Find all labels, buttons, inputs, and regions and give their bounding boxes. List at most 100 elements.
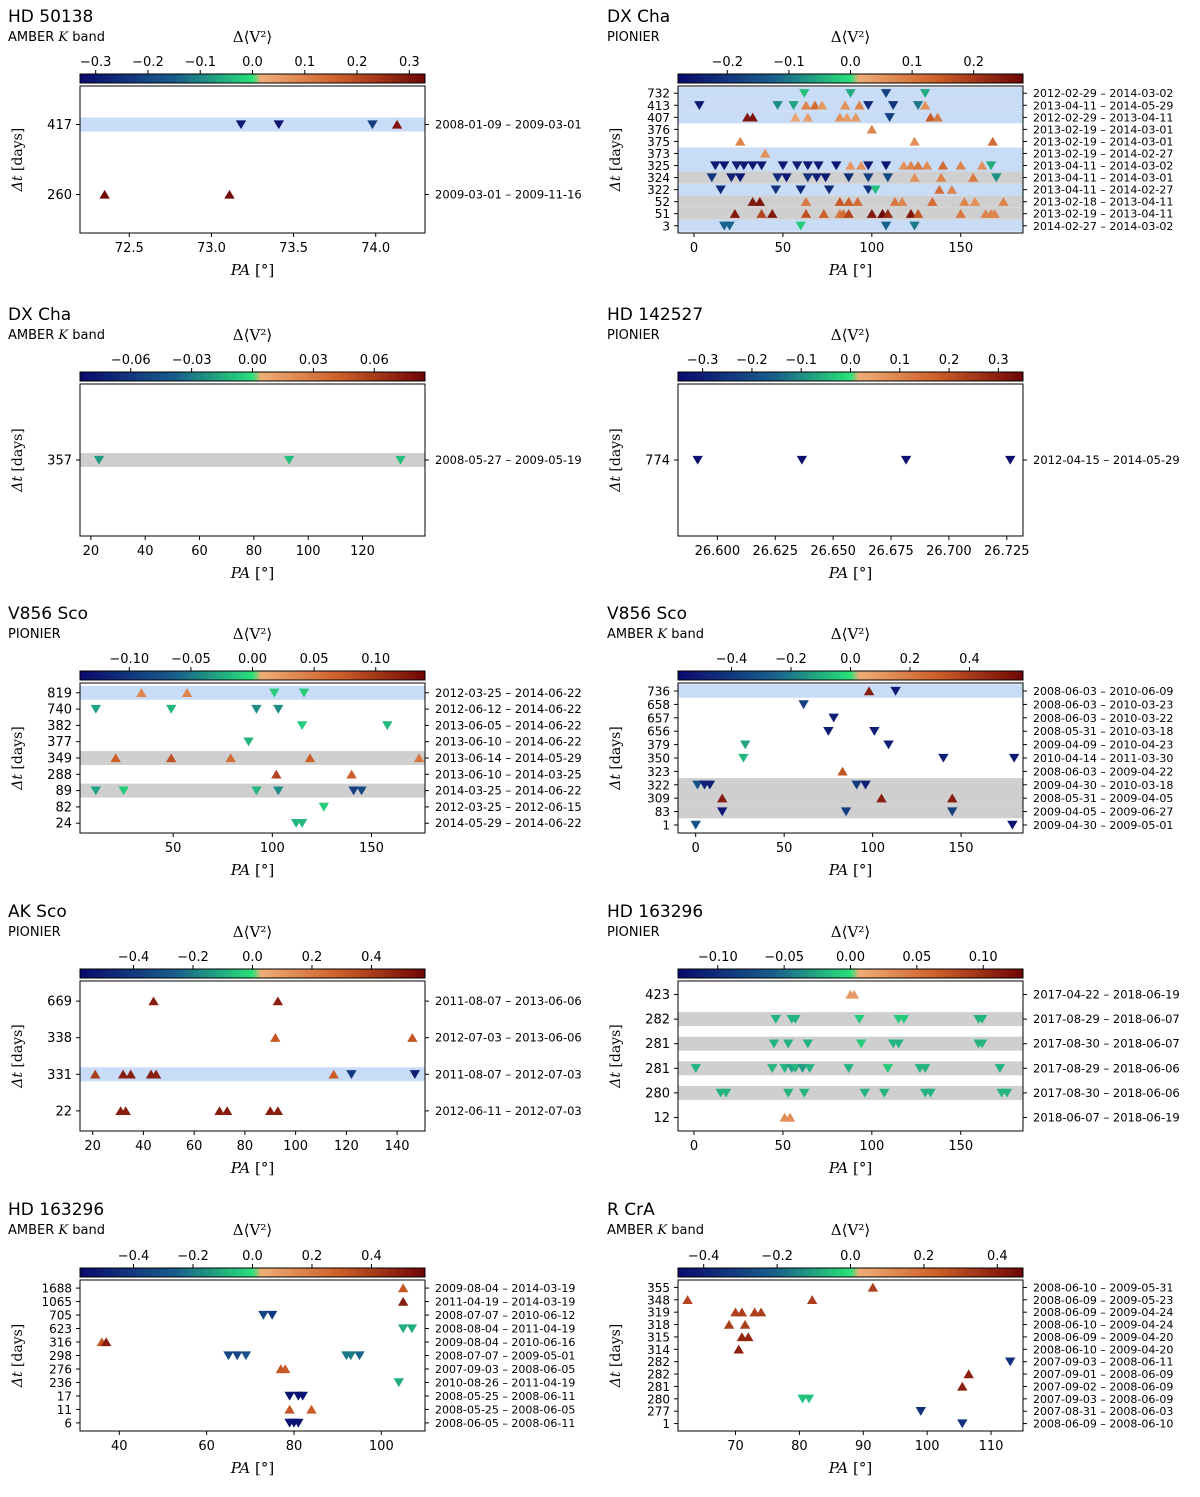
marker-up (271, 769, 282, 779)
marker-down (284, 1391, 295, 1401)
colorbar-tick-label: 0.2 (914, 1249, 935, 1264)
y-tick-label: 658 (647, 698, 670, 712)
instrument-text: AMBER (8, 30, 58, 45)
colorbar-tick-label: 0.00 (836, 950, 865, 965)
row-band (678, 219, 1023, 232)
marker-down (909, 221, 920, 231)
marker-up (843, 209, 854, 218)
date-range-label: 2013-04-11 – 2014-02-27 (1033, 184, 1173, 197)
date-range-label: 2012-02-29 – 2013-04-11 (1033, 111, 1173, 124)
marker-down (318, 802, 330, 812)
marker-down (820, 173, 831, 183)
marker-down (863, 185, 874, 195)
marker-down (266, 1310, 278, 1320)
date-range-label: 2007-09-01 – 2008-06-09 (1033, 1368, 1173, 1381)
marker-up (265, 1106, 276, 1116)
marker-up (747, 112, 758, 122)
marker-down (884, 113, 895, 123)
marker-up (863, 686, 875, 696)
marker-up (284, 1404, 295, 1414)
colorbar-tick-label: −0.2 (132, 55, 164, 70)
marker-down (717, 807, 728, 817)
y-tick-label: 331 (47, 1068, 72, 1083)
colorbar (677, 371, 1024, 382)
marker-down (797, 1064, 808, 1073)
marker-up (800, 209, 812, 218)
row-band (80, 1067, 425, 1082)
marker-up (955, 209, 966, 218)
x-tick-label: 60 (198, 1439, 215, 1454)
marker-down (788, 101, 799, 110)
y-tick-label: 357 (47, 454, 72, 469)
x-tick-label: 74.0 (361, 241, 390, 256)
colorbar-tick-label: 0.03 (299, 353, 328, 368)
row-band (678, 804, 1023, 819)
marker-up (946, 184, 958, 194)
y-tick-label: 22 (55, 1104, 72, 1119)
marker-down (768, 1039, 780, 1049)
panel-title: DX Cha (607, 7, 670, 27)
y-tick-label: 281 (645, 1037, 670, 1052)
x-tick-label: 100 (859, 1139, 884, 1154)
x-axis-label-unit: [°] (250, 1159, 274, 1177)
marker-down (985, 161, 997, 171)
marker-down (779, 1064, 790, 1073)
x-axis-label-unit: [°] (250, 261, 274, 279)
date-range-label: 2008-06-09 – 2008-06-10 (1033, 1418, 1173, 1431)
instrument-label: PIONIER (607, 925, 660, 940)
marker-up (959, 196, 970, 206)
marker-up (729, 209, 741, 218)
marker-up (759, 148, 771, 158)
marker-down (893, 1039, 904, 1049)
colorbar-tick-label: −0.2 (177, 950, 209, 965)
colorbar-label: Δ⟨V²⟩ (233, 326, 272, 344)
marker-down (770, 185, 782, 195)
marker-down (831, 161, 842, 171)
colorbar-label: Δ⟨V²⟩ (233, 1221, 272, 1239)
colorbar (79, 968, 426, 979)
marker-down (994, 1064, 1006, 1073)
date-range-label: 2012-03-25 – 2014-06-22 (435, 686, 582, 700)
row-band (678, 1085, 1023, 1100)
row-band (80, 783, 425, 798)
marker-up (125, 1069, 136, 1079)
y-axis-label-unit: [days] (608, 428, 624, 476)
colorbar-tick-label: 0.2 (302, 1249, 323, 1264)
y-tick-label: 819 (47, 686, 72, 701)
marker-up (397, 1283, 409, 1293)
y-axis-label-unit: [days] (608, 726, 624, 774)
date-range-label: 2013-02-18 – 2013-04-11 (1033, 196, 1173, 209)
colorbar-tick-label: 0.10 (361, 652, 390, 667)
date-range-label: 2013-02-19 – 2014-03-01 (1033, 123, 1173, 136)
y-tick-label: 17 (57, 1389, 72, 1403)
colorbar (677, 73, 1024, 84)
marker-up (272, 996, 284, 1006)
y-tick-label: 315 (647, 1330, 670, 1344)
x-tick-label: 50 (165, 841, 182, 856)
y-tick-label: 349 (47, 752, 72, 767)
date-range-label: 2008-06-10 – 2009-04-24 (1033, 1319, 1173, 1332)
row-band (678, 147, 1023, 160)
instrument-k: K (656, 1223, 668, 1238)
date-range-label: 2013-02-19 – 2014-03-01 (1033, 135, 1173, 148)
colorbar-tick-label: −0.4 (688, 1249, 720, 1264)
x-axis-label-var: PA (230, 1459, 251, 1477)
marker-down (887, 101, 899, 110)
row-band (678, 1036, 1023, 1051)
date-range-label: 2013-06-10 – 2014-06-22 (435, 735, 582, 749)
colorbar-tick-label: 0.4 (361, 950, 382, 965)
x-tick-label: 100 (260, 841, 285, 856)
y-tick-label: 309 (647, 792, 670, 806)
marker-down (1005, 1357, 1016, 1367)
row-band (678, 791, 1023, 805)
x-axis-label-var: PA (828, 564, 849, 582)
y-tick-label: 89 (55, 784, 72, 799)
x-axis-label: PA [°] (230, 261, 275, 279)
marker-down (740, 740, 751, 750)
date-range-label: 2008-05-25 – 2008-06-05 (435, 1403, 575, 1416)
date-range-label: 2013-06-05 – 2014-06-22 (435, 718, 582, 732)
colorbar-label: Δ⟨V²⟩ (831, 923, 870, 941)
y-tick-label: 83 (655, 805, 670, 819)
marker-up (905, 209, 917, 218)
marker-down (781, 173, 792, 183)
